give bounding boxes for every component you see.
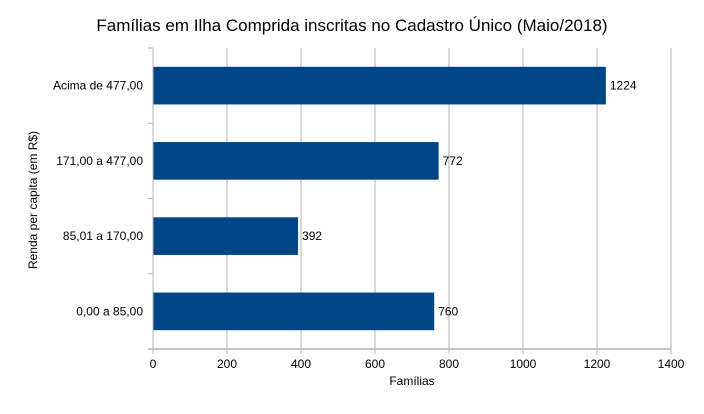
x-tick-label: 200 [217,357,237,371]
bar [153,66,606,105]
y-tick-label: Acima de 477,00 [53,79,143,93]
chart-title: Famílias em Ilha Comprida inscritas no C… [96,16,607,35]
y-tick-label: 0,00 a 85,00 [76,304,143,318]
x-tick-label: 1200 [584,357,611,371]
y-axis-label: Renda per capita (em R$) [26,131,40,269]
data-label: 760 [438,304,458,318]
bar [153,142,439,180]
x-tick-label: 800 [439,357,459,371]
data-label: 392 [302,229,322,243]
bar [153,217,299,255]
x-tick-label: 1000 [510,357,537,371]
x-tick-label: 1400 [658,357,685,371]
x-tick-label: 600 [365,357,385,371]
x-tick-label: 400 [291,357,311,371]
y-tick-label: 171,00 a 477,00 [56,154,143,168]
bar [153,292,435,331]
data-label: 1224 [610,79,637,93]
y-tick-label: 85,01 a 170,00 [63,229,143,243]
data-label: 772 [443,154,463,168]
x-tick-label: 0 [150,357,157,371]
x-axis-label: Famílias [389,374,434,388]
